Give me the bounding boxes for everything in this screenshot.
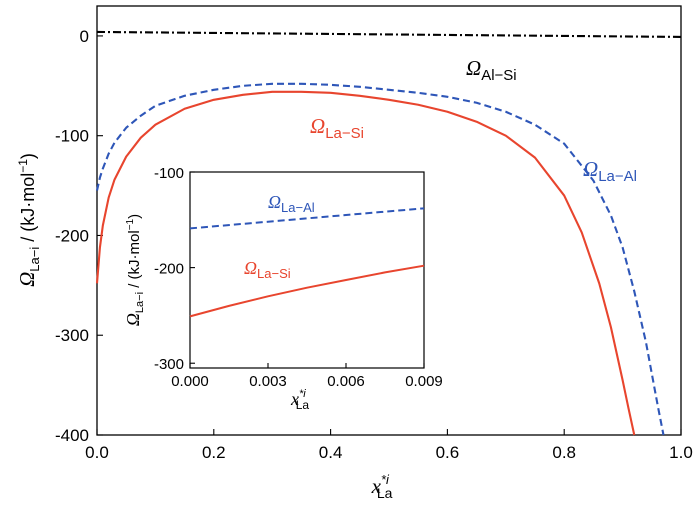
main-y-axis-exp: −1 (16, 159, 30, 173)
annotation-al-si: ΩAl−Si (466, 56, 517, 84)
main-y-axis-title: ΩLa−i / (kJ·mol−1) (15, 153, 42, 287)
main-x-ticks: 0.0 0.2 0.4 0.6 0.8 1.0 (85, 429, 693, 462)
inset-x-axis-title: x*i La (290, 388, 309, 412)
inset-background (190, 172, 424, 368)
inset-y-axis-close: ) (126, 214, 143, 219)
inset-y-axis-sub: La−i (134, 292, 146, 313)
main-y-tick-label-1: -100 (55, 127, 89, 146)
main-series-group (95, 30, 682, 436)
inset-y-axis-exp: −1 (125, 218, 136, 230)
main-y-tick-label-0: 0 (80, 27, 89, 46)
inset-y-tick-label-0: -100 (154, 165, 184, 182)
main-y-ticks: 0 -100 -200 -300 -400 (55, 27, 103, 445)
main-x-tick-label-0: 0.0 (85, 443, 109, 462)
inset-x-axis-x: x (290, 389, 299, 409)
main-x-axis-sup: *i (381, 472, 390, 487)
main-y-axis-unit: / (kJ·mol (18, 173, 38, 247)
inset-annotation-la-al: ΩLa−Al (268, 192, 315, 215)
main-series-line-lasi (95, 90, 636, 436)
main-series-line-alsi (96, 30, 682, 38)
main-series-line-laal (95, 82, 665, 436)
main-x-axis-title: x*i La (371, 472, 393, 501)
main-x-tick-label-1: 0.2 (202, 443, 226, 462)
main-y-tick-label-2: -200 (55, 226, 89, 245)
inset-x-ticks: 0.000 0.003 0.006 0.009 (171, 363, 443, 390)
inset-y-tick-label-2: -300 (154, 356, 184, 373)
inset-y-axis-omega: Ω (123, 313, 143, 326)
main-y-axis-omega: Ω (15, 272, 39, 287)
inset-y-tick-label-1: -200 (154, 261, 184, 278)
inset-plot-frame (189, 171, 425, 369)
inset-y-ticks: -100 -200 -300 (154, 165, 195, 373)
inset-series-line-lasi (189, 264, 425, 318)
main-x-tick-label-5: 1.0 (669, 443, 693, 462)
main-y-axis-close: ) (18, 153, 38, 159)
main-x-axis-x: x (371, 474, 382, 498)
annotation-la-al: ΩLa−Al (583, 157, 637, 185)
inset-annotation-la-si: ΩLa−Si (244, 258, 291, 281)
inset-x-tick-label-1: 0.003 (249, 373, 287, 390)
inset-x-tick-label-3: 0.009 (405, 373, 443, 390)
inset-y-axis-unit: / (kJ·mol (126, 230, 143, 292)
inset-y-axis-title: ΩLa−i / (kJ·mol−1) (123, 214, 146, 326)
annotation-la-si: ΩLa−Si (310, 114, 364, 142)
inset-series-group (189, 207, 425, 318)
main-x-tick-label-2: 0.4 (319, 443, 343, 462)
main-x-tick-label-4: 0.8 (552, 443, 576, 462)
inset-x-tick-label-2: 0.006 (327, 373, 365, 390)
main-plot-frame (96, 5, 682, 436)
main-x-axis-sub: La (377, 485, 393, 501)
main-y-tick-label-4: -400 (55, 426, 89, 445)
main-y-tick-label-3: -300 (55, 326, 89, 345)
inset-x-axis-sup: *i (299, 388, 306, 400)
inset-x-axis-sub: La (296, 398, 310, 412)
inset-series-line-laal (189, 207, 425, 230)
main-x-tick-label-3: 0.6 (436, 443, 460, 462)
inset-x-tick-label-0: 0.000 (171, 373, 209, 390)
main-y-axis-sub: La−i (27, 247, 42, 272)
